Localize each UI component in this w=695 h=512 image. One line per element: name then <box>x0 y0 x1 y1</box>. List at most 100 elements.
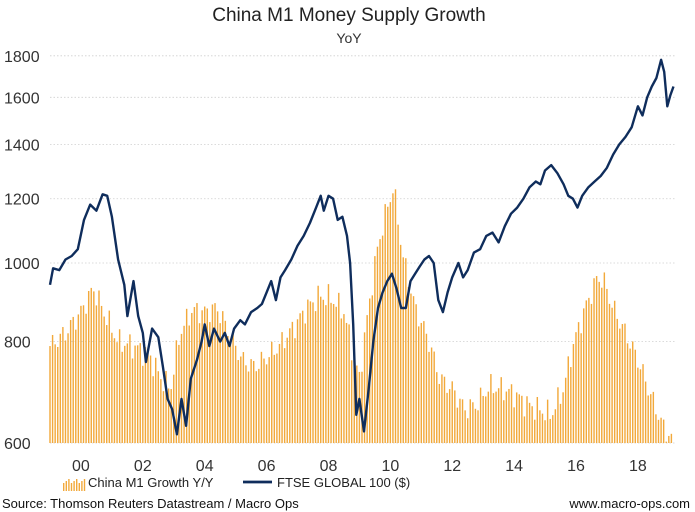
bar <box>307 299 309 443</box>
bar <box>144 347 147 443</box>
bar <box>523 416 526 443</box>
bar <box>665 441 667 443</box>
bar <box>327 284 330 443</box>
bar <box>353 357 355 443</box>
website-note: www.macro-ops.com <box>568 496 690 511</box>
bar <box>642 364 644 443</box>
bar <box>87 290 90 443</box>
bar <box>121 351 123 443</box>
bar <box>263 358 265 443</box>
bar <box>255 371 257 443</box>
bar <box>521 395 523 443</box>
bar <box>469 399 471 443</box>
bar <box>170 389 172 443</box>
bar <box>662 419 665 443</box>
bar <box>54 344 56 443</box>
bar <box>541 413 544 443</box>
bar <box>93 291 95 443</box>
bar <box>616 318 618 443</box>
bar <box>448 389 451 443</box>
bar <box>505 391 508 443</box>
bar <box>335 306 337 443</box>
bar <box>268 357 270 443</box>
bar <box>366 315 368 443</box>
y-tick-label: 1000 <box>4 256 40 273</box>
bar <box>312 302 314 443</box>
bar <box>142 365 144 443</box>
bar <box>590 303 593 443</box>
y-tick-label: 1200 <box>4 192 40 209</box>
bar <box>528 402 531 443</box>
bar <box>250 359 252 443</box>
bar <box>136 345 139 443</box>
bar <box>291 321 294 443</box>
bar <box>503 400 505 443</box>
y-tick-label: 1600 <box>4 90 40 107</box>
x-tick-label: 10 <box>381 458 399 475</box>
bar <box>167 388 170 443</box>
bar <box>410 293 412 443</box>
bar <box>147 351 149 443</box>
legend-line-label: FTSE GLOBAL 100 ($) <box>277 475 410 490</box>
bar <box>75 329 77 443</box>
bar <box>423 321 425 443</box>
bar <box>126 343 129 443</box>
bar <box>67 333 69 443</box>
bar <box>345 322 348 443</box>
bar <box>90 287 92 443</box>
bar <box>474 408 477 443</box>
bar <box>149 355 152 443</box>
y-tick-label: 1400 <box>4 137 40 154</box>
bar <box>340 318 343 443</box>
bar <box>562 392 564 443</box>
x-tick-label: 08 <box>320 458 338 475</box>
bar <box>232 331 234 443</box>
bar <box>103 316 105 443</box>
bar <box>554 409 557 443</box>
bar <box>405 258 407 443</box>
chart-title: China M1 Money Supply Growth <box>212 5 486 26</box>
bar <box>62 327 64 443</box>
x-tick-label: 02 <box>134 458 152 475</box>
bar <box>595 276 598 443</box>
bar <box>539 410 541 443</box>
bar <box>80 305 82 443</box>
y-tick-label: 600 <box>4 436 31 453</box>
bar <box>59 333 62 443</box>
bar <box>670 433 673 443</box>
bar <box>606 288 608 443</box>
bar <box>330 302 332 443</box>
bar <box>577 322 580 443</box>
bar <box>402 257 404 443</box>
y-tick-label: 800 <box>4 335 31 352</box>
bar <box>611 307 613 443</box>
line-series <box>48 58 675 436</box>
bar <box>459 398 461 443</box>
bar <box>203 306 206 443</box>
bar <box>433 351 435 443</box>
bar <box>585 300 588 443</box>
bar <box>647 395 649 443</box>
bar <box>95 305 98 443</box>
bar <box>317 285 319 443</box>
bar <box>294 338 296 443</box>
bar <box>567 356 569 443</box>
bar <box>557 387 559 443</box>
bar <box>134 345 136 443</box>
bar <box>559 403 562 443</box>
y-tick-label: 1800 <box>4 49 40 66</box>
bar <box>289 328 291 443</box>
bar <box>497 388 500 443</box>
bar <box>575 332 577 443</box>
bar <box>85 313 87 443</box>
bar <box>206 308 208 443</box>
bar <box>534 419 536 443</box>
legend-bar-tick <box>70 483 73 491</box>
bar <box>454 390 456 443</box>
bar <box>162 391 165 443</box>
bar <box>69 320 72 443</box>
bar <box>624 323 626 443</box>
bar <box>219 323 221 443</box>
bar <box>113 338 116 443</box>
